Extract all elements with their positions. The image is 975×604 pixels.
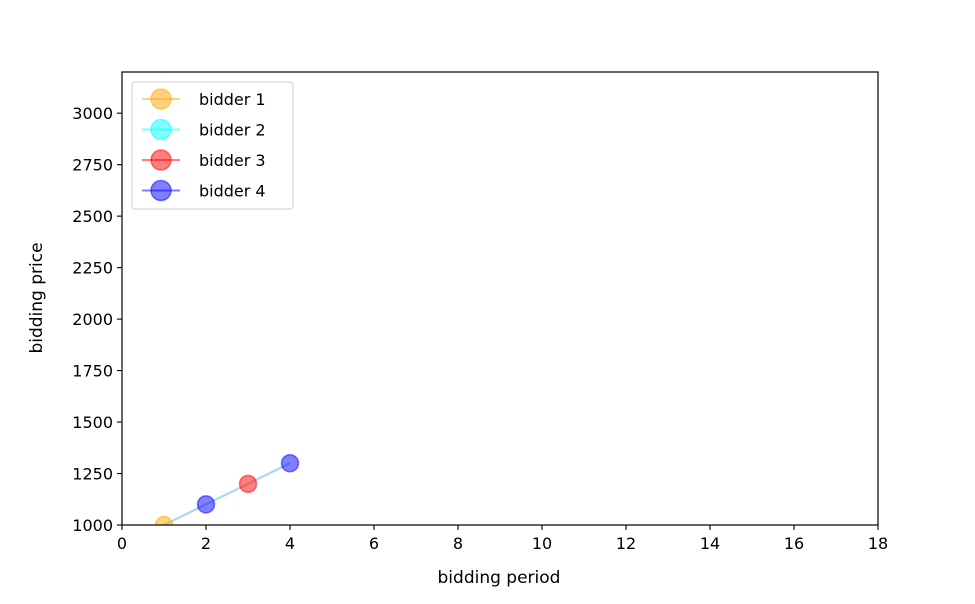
x-axis-label: bidding period: [438, 568, 561, 588]
x-tick-label: 0: [117, 534, 127, 553]
plot-area: [154, 453, 300, 525]
x-tick-label: 14: [700, 534, 720, 553]
legend-marker-2: [150, 118, 172, 141]
bid-path-line: [163, 462, 291, 525]
legend-label-2: bidder 2: [199, 121, 266, 140]
plot-frame: [121, 71, 879, 526]
data-point-2: [196, 495, 216, 514]
x-tick-label: 8: [453, 534, 463, 553]
y-tick-label: 2000: [72, 310, 113, 329]
y-tick-label: 1250: [72, 465, 113, 484]
x-tick-label: 16: [784, 534, 804, 553]
y-tick-label: 3000: [72, 104, 113, 123]
data-point-3: [238, 474, 258, 494]
y-tick-label: 1750: [72, 362, 113, 381]
legend-label-1: bidder 1: [199, 90, 266, 109]
y-tick-label: 2250: [72, 259, 113, 278]
x-tick-label: 6: [369, 534, 379, 553]
data-point-1: [154, 515, 174, 525]
x-tick-label: 10: [532, 534, 552, 553]
y-tick-label: 2500: [72, 207, 113, 226]
y-axis-label: bidding price: [27, 242, 47, 353]
y-tick-label: 1000: [72, 516, 113, 535]
y-tick-label: 1500: [72, 413, 113, 432]
x-tick-label: 2: [201, 534, 211, 553]
axes: 0 2 4 6 8 10 12 14 16 18 1000 1250 1500 1750 2000 2250 2…: [72, 71, 888, 553]
legend: bidder 1 bidder 2 bidder 3 bidder 4: [131, 81, 294, 210]
y-tick-label: 2750: [72, 156, 113, 175]
legend-box: [131, 81, 294, 210]
legend-marker-4: [150, 179, 172, 202]
x-tick-label: 18: [868, 534, 888, 553]
x-tick-label: 4: [285, 534, 295, 553]
legend-marker-3: [150, 149, 172, 171]
x-tick-label: 12: [616, 534, 636, 553]
legend-label-3: bidder 3: [199, 151, 266, 170]
data-marks: [154, 453, 300, 525]
legend-label-4: bidder 4: [199, 182, 266, 201]
legend-marker-1: [150, 88, 172, 110]
data-point-4: [280, 453, 300, 473]
